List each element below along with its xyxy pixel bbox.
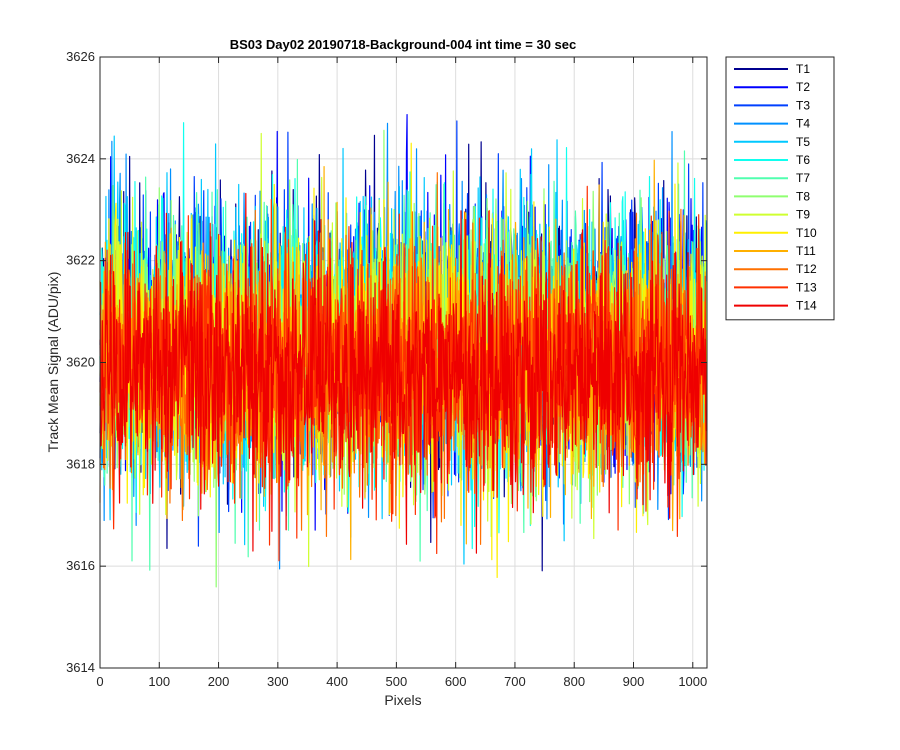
legend-label-T12: T12 [796,262,817,276]
legend-label-T1: T1 [796,62,810,76]
series-lines [99,114,708,588]
y-tick-label-6: 3626 [66,49,95,64]
legend-box [725,56,835,321]
legend-label-T11: T11 [796,244,816,258]
x-tick-label-5: 500 [386,674,408,689]
series-line-T14 [99,192,708,554]
legend-label-T2: T2 [796,80,810,94]
x-tick-label-8: 800 [563,674,585,689]
legend-label-T7: T7 [796,171,810,185]
x-tick-label-9: 900 [623,674,645,689]
legend-label-T4: T4 [796,117,810,131]
legend-label-T13: T13 [796,280,817,294]
x-tick-label-2: 200 [208,674,230,689]
y-tick-label-2: 3618 [66,456,95,471]
x-axis-label: Pixels [384,692,421,708]
legend-label-T9: T9 [796,208,810,222]
x-tick-label-6: 600 [445,674,467,689]
y-tick-label-0: 3614 [66,660,95,675]
legend: T1 T2 T3 T4 T5 T6 T7 T8 T9 T10 T11 T12 T13 T14 [725,56,835,321]
legend-label-T6: T6 [796,153,810,167]
x-tick-label-0: 0 [96,674,103,689]
legend-label-T10: T10 [796,226,817,240]
x-tick-label-7: 700 [504,674,526,689]
legend-label-T14: T14 [796,299,817,313]
x-tick-label-1: 100 [148,674,170,689]
legend-label-T8: T8 [796,189,810,203]
x-tick-label-4: 400 [326,674,348,689]
x-tick-label-3: 300 [267,674,289,689]
x-tick-label-10: 1000 [678,674,707,689]
y-tick-label-1: 3616 [66,558,95,573]
x-axis: 0 100 200 300 400 500 600 700 800 900 1000 [96,57,707,689]
y-axis: 3614 3616 3618 3620 3622 3624 3626 [66,49,707,675]
legend-label-T5: T5 [796,135,810,149]
y-tick-label-5: 3624 [66,151,95,166]
chart-title: BS03 Day02 20190718-Background-004 int t… [230,37,577,52]
y-tick-label-4: 3622 [66,253,95,268]
y-axis-label: Track Mean Signal (ADU/pix) [45,272,61,453]
legend-label-T3: T3 [796,98,810,112]
y-tick-label-3: 3620 [66,355,95,370]
